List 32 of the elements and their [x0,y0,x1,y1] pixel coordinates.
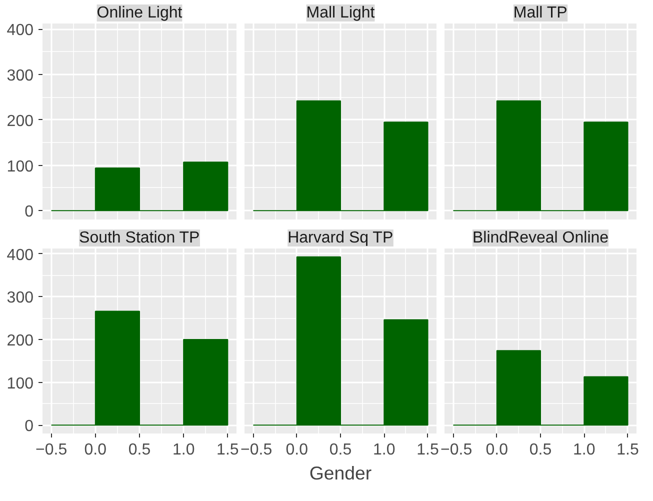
x-tick-label: 1.5 [616,442,639,458]
chart-title: Harvard Sq TP [288,230,394,246]
x-tick-label: 1.0 [573,442,596,458]
x-tick-label: 1.5 [416,442,439,458]
y-tick-label: 0 [24,418,34,436]
chart-title: South Station TP [79,230,200,246]
x-tick-label: 0.0 [84,442,107,458]
y-tick-label: 300 [6,290,34,307]
y-tick-label: 100 [6,158,34,176]
y-tick-label: 0 [24,204,34,221]
x-tick-label: 1.5 [216,442,239,458]
x-tick-label: 0.5 [329,442,352,458]
chart-title: Mall Light [306,4,376,22]
x-axis-title: Gender [309,462,372,484]
y-tick-label: 100 [6,375,34,392]
x-tick-label: 1.0 [172,442,195,458]
x-tick-label: 0.5 [529,442,552,458]
chart-title: BlindReveal Online [472,230,609,246]
x-tick-label: −0.5 [240,442,272,458]
x-tick-label: 0.5 [128,442,151,458]
y-tick-label: 200 [6,332,34,350]
x-tick-label: 0.0 [486,442,508,458]
y-tick-label: 400 [6,246,34,264]
chart-title: Online Light [96,4,183,22]
x-tick-label: −0.5 [440,442,472,458]
x-tick-label: −0.5 [36,442,68,458]
chart-title: Mall TP [513,4,568,22]
x-tick-label: 0.0 [286,442,308,458]
x-tick-label: 1.0 [373,442,396,458]
y-tick-label: 400 [6,22,34,40]
y-tick-label: 200 [6,112,34,130]
y-tick-label: 300 [6,68,34,85]
